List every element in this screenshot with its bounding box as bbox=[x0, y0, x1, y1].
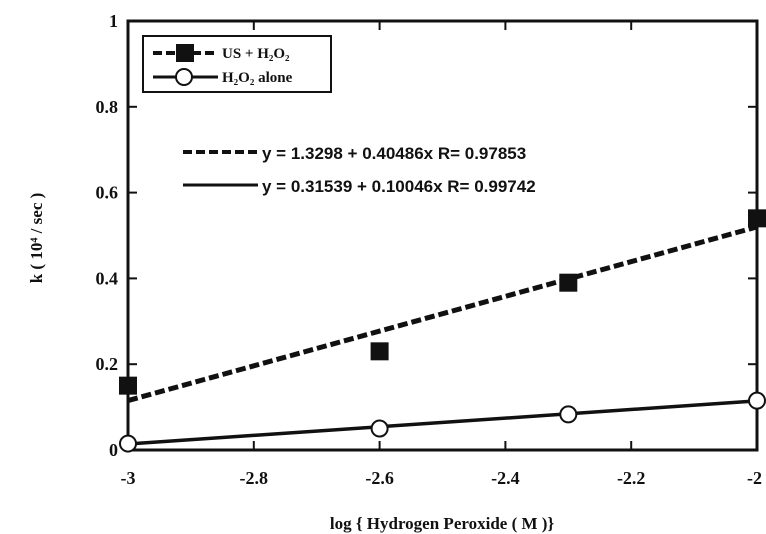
legend-label-h2o2-alone: H₂O₂ alone bbox=[222, 70, 293, 86]
data-point-us-h2o2 bbox=[559, 273, 578, 292]
y-tick-label: 0.4 bbox=[96, 268, 119, 288]
y-tick-label: 0 bbox=[109, 440, 118, 460]
data-markers bbox=[119, 209, 766, 453]
equation-h2o2-alone: y = 0.31539 + 0.10046x R= 0.99742 bbox=[262, 177, 536, 196]
legend-box bbox=[142, 35, 332, 93]
fit-line-us-h2o2 bbox=[127, 224, 758, 403]
fit-line-h2o2-alone bbox=[127, 399, 758, 446]
y-tick-label: 0.8 bbox=[96, 97, 119, 117]
legend-marker-us-h2o2 bbox=[176, 44, 194, 62]
x-tick-label: -2.4 bbox=[491, 468, 520, 488]
data-point-h2o2-alone bbox=[559, 405, 578, 424]
plot-frame bbox=[126, 19, 759, 452]
fit-equations: y = 1.3298 + 0.40486x R= 0.97853 y = 0.3… bbox=[183, 144, 536, 196]
legend-marker-h2o2-alone bbox=[175, 68, 193, 86]
y-axis-label: k ( 10⁴ / sec ) bbox=[27, 193, 46, 284]
legend-label-us-h2o2: US + H₂O₂ bbox=[222, 46, 290, 62]
legend: US + H₂O₂ H₂O₂ alone bbox=[142, 35, 332, 93]
y-tick-label: 0.6 bbox=[96, 183, 119, 203]
data-point-h2o2-alone bbox=[748, 391, 766, 410]
x-tick-label: -2.6 bbox=[365, 468, 394, 488]
axis-ticks: -3 -2.8 -2.6 -2.4 -2.2 -2 0 0.2 0.4 0.6 0.8 1 bbox=[96, 11, 763, 488]
x-tick-label: -3 bbox=[121, 468, 136, 488]
data-point-h2o2-alone bbox=[119, 434, 137, 453]
x-axis-label: log { Hydrogen Peroxide ( M )} bbox=[330, 514, 555, 533]
data-point-us-h2o2 bbox=[370, 342, 389, 361]
x-tick-label: -2.2 bbox=[617, 468, 646, 488]
y-tick-label: 0.2 bbox=[96, 354, 119, 374]
data-point-us-h2o2 bbox=[748, 209, 766, 228]
x-tick-label: -2 bbox=[747, 468, 762, 488]
data-point-h2o2-alone bbox=[370, 419, 389, 438]
data-point-us-h2o2 bbox=[119, 376, 137, 395]
x-tick-label: -2.8 bbox=[240, 468, 269, 488]
equation-us-h2o2: y = 1.3298 + 0.40486x R= 0.97853 bbox=[262, 144, 526, 163]
fit-lines bbox=[127, 224, 758, 446]
y-tick-label: 1 bbox=[109, 11, 118, 31]
